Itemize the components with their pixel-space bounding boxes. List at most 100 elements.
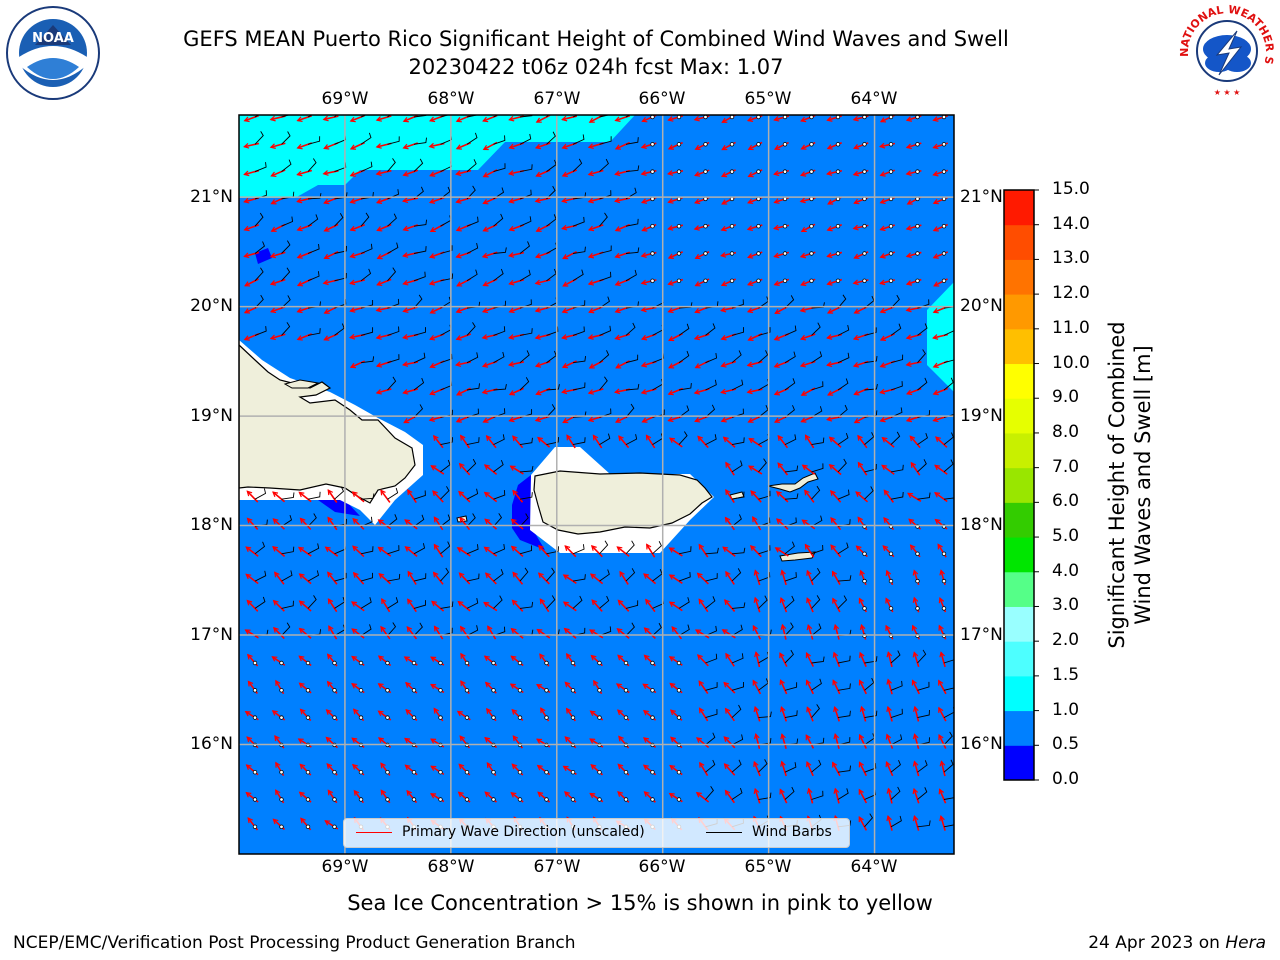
wind-barb bbox=[519, 241, 530, 254]
wave-arrow-head bbox=[832, 679, 838, 686]
wave-arrow-head bbox=[938, 597, 945, 604]
wave-arrow-head bbox=[799, 361, 807, 368]
wave-arrow-head bbox=[459, 735, 466, 742]
wind-barb bbox=[281, 240, 291, 254]
wave-arrow-head bbox=[801, 519, 808, 525]
wave-arrow-head bbox=[433, 625, 440, 632]
wave-arrow-head bbox=[938, 706, 944, 713]
wind-barb bbox=[811, 567, 821, 582]
calm-wind-marker bbox=[650, 251, 655, 256]
wave-arrow-head bbox=[725, 461, 731, 468]
wave-arrow-head bbox=[799, 252, 807, 259]
calm-wind-marker bbox=[888, 169, 894, 174]
wave-direction-arrow bbox=[696, 737, 710, 749]
wave-direction-arrow bbox=[459, 463, 471, 476]
calm-wind-marker bbox=[941, 578, 947, 584]
wave-arrow-head bbox=[245, 764, 252, 770]
wave-arrow-head bbox=[800, 390, 807, 396]
wave-arrow-head bbox=[275, 789, 281, 796]
wave-arrow-head bbox=[325, 736, 332, 743]
wave-arrow-head bbox=[458, 763, 465, 770]
wave-direction-arrow bbox=[831, 571, 841, 585]
wave-arrow-head bbox=[403, 417, 410, 424]
wave-arrow-head bbox=[482, 199, 489, 205]
wind-barb bbox=[572, 595, 583, 609]
colorbar bbox=[1003, 189, 1039, 781]
wave-arrow-head bbox=[773, 417, 781, 423]
wave-direction-arrow bbox=[669, 547, 683, 557]
calm-wind-marker bbox=[888, 278, 894, 283]
wave-direction-arrow bbox=[887, 788, 893, 804]
wind-barb bbox=[890, 759, 901, 773]
wave-direction-arrow bbox=[806, 707, 814, 722]
wave-direction-arrow bbox=[724, 790, 736, 804]
wave-arrow-head bbox=[879, 253, 886, 259]
wind-barb bbox=[678, 571, 691, 582]
wave-arrow-head bbox=[537, 791, 544, 798]
calm-wind-marker bbox=[517, 770, 523, 775]
wave-arrow-head bbox=[587, 334, 594, 340]
wave-arrow-head bbox=[669, 764, 676, 771]
map-legend: Primary Wave Direction (unscaled) Wind B… bbox=[343, 818, 850, 848]
wave-direction-swatch bbox=[356, 831, 392, 833]
wave-arrow-head bbox=[932, 170, 939, 177]
wave-arrow-head bbox=[243, 335, 250, 341]
wave-direction-arrow bbox=[589, 629, 604, 639]
wind-barb bbox=[519, 466, 534, 473]
wind-barb bbox=[705, 573, 718, 582]
wind-barb bbox=[519, 513, 529, 527]
wave-arrow-head bbox=[806, 706, 812, 713]
wave-arrow-head bbox=[405, 708, 412, 715]
wave-arrow-head bbox=[486, 707, 492, 714]
wave-arrow-head bbox=[269, 307, 277, 314]
calm-wind-marker bbox=[623, 660, 629, 666]
land-puerto-rico bbox=[533, 470, 713, 535]
wave-arrow-head bbox=[483, 491, 490, 498]
wind-barb bbox=[731, 327, 745, 336]
wave-direction-arrow bbox=[430, 465, 445, 475]
wind-barb bbox=[599, 569, 610, 582]
wave-arrow-head bbox=[351, 737, 358, 744]
lat-label: 16°N bbox=[960, 734, 1003, 754]
calm-wind-marker bbox=[411, 715, 417, 720]
wave-arrow-head bbox=[746, 225, 753, 232]
wave-arrow-head bbox=[352, 571, 359, 578]
wave-direction-arrow bbox=[591, 599, 603, 612]
wave-direction-arrow bbox=[725, 462, 735, 476]
wave-direction-arrow bbox=[487, 625, 497, 640]
wave-arrow-head bbox=[404, 764, 411, 771]
wave-arrow-head bbox=[614, 280, 621, 287]
wave-arrow-head bbox=[614, 144, 622, 150]
wave-arrow-head bbox=[667, 116, 674, 122]
wind-barb bbox=[625, 269, 637, 282]
wind-barb bbox=[307, 158, 317, 172]
wind-barb bbox=[731, 547, 746, 555]
wave-arrow-head bbox=[298, 491, 305, 498]
wave-direction-arrow bbox=[857, 462, 868, 476]
wind-barb bbox=[705, 404, 716, 418]
wind-barb bbox=[546, 546, 559, 555]
wave-direction-arrow bbox=[801, 519, 816, 530]
calm-wind-marker bbox=[332, 688, 337, 693]
wind-barb bbox=[466, 625, 479, 637]
wave-direction-arrow bbox=[645, 599, 656, 613]
calm-wind-marker bbox=[279, 824, 284, 829]
calm-wind-marker bbox=[888, 251, 894, 256]
wave-arrow-head bbox=[587, 170, 594, 177]
wind-barb bbox=[917, 377, 928, 391]
wind-barb bbox=[493, 513, 503, 527]
wind-barb-swatch bbox=[706, 831, 742, 833]
wave-arrow-head bbox=[642, 709, 649, 716]
wave-arrow-head bbox=[879, 388, 886, 395]
wind-barb bbox=[281, 570, 293, 582]
calm-wind-marker bbox=[941, 169, 947, 174]
wave-direction-arrow bbox=[776, 491, 789, 503]
wind-barb bbox=[811, 437, 825, 446]
wind-barb bbox=[837, 595, 848, 609]
wave-arrow-head bbox=[432, 571, 439, 578]
wave-arrow-head bbox=[275, 679, 281, 686]
wave-arrow-head bbox=[296, 281, 304, 287]
wave-arrow-head bbox=[482, 116, 489, 123]
colorbar-tick-label: 3.0 bbox=[1052, 595, 1080, 616]
calm-wind-marker bbox=[650, 142, 655, 147]
